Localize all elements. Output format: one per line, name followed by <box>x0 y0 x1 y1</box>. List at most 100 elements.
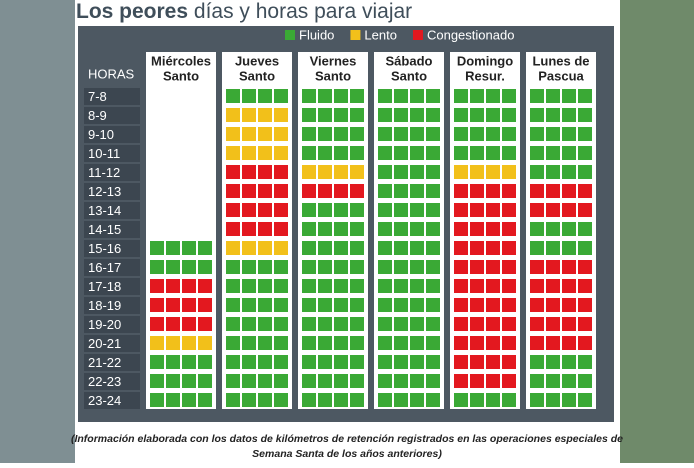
status-square <box>426 317 440 331</box>
status-square <box>302 184 316 198</box>
status-square <box>454 222 468 236</box>
status-square <box>350 222 364 236</box>
status-square <box>242 146 256 160</box>
status-square <box>350 393 364 407</box>
status-square <box>578 355 592 369</box>
status-square <box>562 336 576 350</box>
status-square <box>242 165 256 179</box>
status-square <box>334 146 348 160</box>
status-square <box>562 355 576 369</box>
hour-cell <box>84 240 140 257</box>
status-square <box>502 279 516 293</box>
status-square <box>502 336 516 350</box>
hour-label: 16-17 <box>88 260 121 275</box>
status-square <box>578 165 592 179</box>
status-square <box>166 260 180 274</box>
hour-label: 20-21 <box>88 336 121 351</box>
status-square <box>454 127 468 141</box>
status-square <box>530 279 544 293</box>
status-square <box>530 260 544 274</box>
status-square <box>426 374 440 388</box>
hour-label: 21-22 <box>88 355 121 370</box>
status-square <box>318 374 332 388</box>
status-square <box>150 279 164 293</box>
status-square <box>378 184 392 198</box>
status-square <box>198 279 212 293</box>
status-square <box>258 127 272 141</box>
status-square <box>546 241 560 255</box>
status-square <box>470 355 484 369</box>
status-square <box>546 108 560 122</box>
status-square <box>470 393 484 407</box>
status-square <box>226 355 240 369</box>
status-square <box>198 374 212 388</box>
status-square <box>562 89 576 103</box>
status-square <box>530 374 544 388</box>
status-square <box>454 260 468 274</box>
status-square <box>350 108 364 122</box>
day-label: Jueves <box>235 53 279 68</box>
status-square <box>562 222 576 236</box>
status-square <box>530 298 544 312</box>
status-square <box>426 222 440 236</box>
status-square <box>150 317 164 331</box>
status-square <box>454 241 468 255</box>
status-square <box>198 241 212 255</box>
day-label: Santo <box>239 68 275 83</box>
status-square <box>578 374 592 388</box>
status-square <box>334 241 348 255</box>
hour-label: 10-11 <box>88 146 120 161</box>
status-square <box>302 146 316 160</box>
status-square <box>226 203 240 217</box>
status-square <box>182 298 196 312</box>
status-square <box>350 298 364 312</box>
status-square <box>426 298 440 312</box>
status-square <box>470 298 484 312</box>
status-square <box>410 336 424 350</box>
status-square <box>502 374 516 388</box>
status-square <box>394 222 408 236</box>
status-square <box>394 393 408 407</box>
status-square <box>150 393 164 407</box>
status-square <box>470 184 484 198</box>
status-square <box>242 89 256 103</box>
status-square <box>258 317 272 331</box>
status-square <box>334 184 348 198</box>
day-label: Santo <box>391 68 427 83</box>
status-square <box>258 165 272 179</box>
day-header <box>146 52 216 86</box>
status-square <box>226 374 240 388</box>
hour-label: 14-15 <box>88 222 121 237</box>
status-square <box>166 279 180 293</box>
status-square <box>410 317 424 331</box>
status-square <box>258 260 272 274</box>
status-square <box>334 336 348 350</box>
status-square <box>486 279 500 293</box>
status-square <box>198 393 212 407</box>
status-square <box>242 203 256 217</box>
status-square <box>378 298 392 312</box>
status-square <box>410 184 424 198</box>
status-square <box>470 89 484 103</box>
status-square <box>150 355 164 369</box>
status-square <box>258 146 272 160</box>
status-square <box>486 127 500 141</box>
status-square <box>318 184 332 198</box>
status-square <box>198 355 212 369</box>
status-square <box>546 279 560 293</box>
status-square <box>242 241 256 255</box>
status-square <box>530 146 544 160</box>
hour-label: 13-14 <box>88 203 121 218</box>
status-square <box>302 374 316 388</box>
status-square <box>394 184 408 198</box>
status-square <box>502 317 516 331</box>
status-square <box>378 393 392 407</box>
status-square <box>546 184 560 198</box>
cell <box>146 86 216 105</box>
status-square <box>562 108 576 122</box>
status-square <box>502 298 516 312</box>
status-square <box>182 317 196 331</box>
cell <box>146 162 216 181</box>
status-square <box>226 260 240 274</box>
